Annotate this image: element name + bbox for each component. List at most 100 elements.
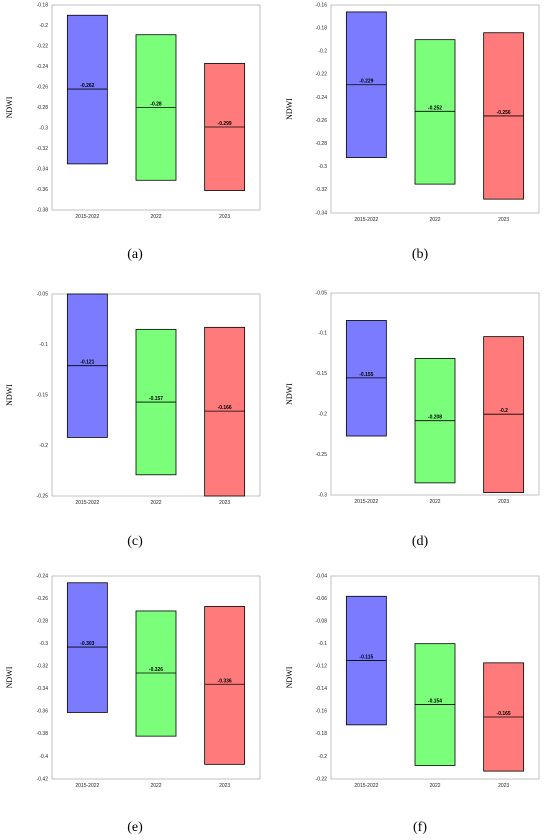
value-label-b-1: -0.229 bbox=[359, 79, 373, 85]
y-tick-label-f: -0.18 bbox=[316, 731, 328, 737]
y-tick-label-e: -0.3 bbox=[39, 641, 48, 647]
box-a-1 bbox=[66, 14, 108, 165]
caption-c: (c) bbox=[127, 534, 143, 549]
y-axis-label-e: NDWI bbox=[5, 666, 14, 688]
x-tick-label-e: 2015-2022 bbox=[75, 783, 99, 789]
chart-e: NDWI -0.24 -0.26 -0.28 -0.3 -0.32 -0.34 -0.36 -0… bbox=[5, 573, 261, 789]
caption-e: (e) bbox=[127, 820, 143, 835]
x-tick-label-d: 2022 bbox=[429, 499, 440, 505]
y-tick-label-f: -0.1 bbox=[318, 641, 327, 647]
y-tick-label-b: -0.24 bbox=[316, 95, 328, 101]
y-tick-label-f: -0.12 bbox=[316, 664, 328, 670]
plot-frame-f bbox=[330, 575, 540, 780]
y-tick-label-b: -0.3 bbox=[318, 164, 327, 170]
box-e-2 bbox=[135, 610, 177, 737]
chart-b: NDWI -0.16 -0.18 -0.2 -0.22 -0.24 -0.26 -0.28 -0… bbox=[285, 2, 540, 223]
value-label-a-2: -0.28 bbox=[150, 102, 162, 108]
y-tick-label-b: -0.2 bbox=[318, 49, 327, 55]
y-tick-label-b: -0.22 bbox=[316, 72, 328, 78]
y-tick-label-a: -0.36 bbox=[37, 187, 49, 193]
y-tick-label-e: -0.26 bbox=[37, 596, 49, 602]
y-tick-label-c: -0.1 bbox=[39, 342, 48, 348]
x-tick-label-c: 2022 bbox=[150, 500, 161, 506]
x-tick-label-e: 2023 bbox=[219, 783, 230, 789]
y-tick-label-b: -0.18 bbox=[316, 25, 328, 31]
plot-frame-b bbox=[330, 4, 540, 214]
value-label-e-2: -0.326 bbox=[149, 667, 163, 673]
y-tick-label-f: -0.16 bbox=[316, 709, 328, 715]
value-label-b-2: -0.252 bbox=[428, 105, 442, 111]
panel-a: NDWI -0.18 -0.2 -0.22 -0.24 -0.26 -0.28 -0.3 -0.… bbox=[0, 0, 275, 280]
y-tick-label-d: -0.05 bbox=[316, 290, 328, 296]
value-label-f-1: -0.115 bbox=[359, 655, 373, 661]
value-label-a-3: -0.299 bbox=[218, 121, 232, 127]
value-label-c-3: -0.166 bbox=[218, 405, 232, 411]
caption-d: (d) bbox=[411, 534, 429, 549]
y-tick-label-c: -0.15 bbox=[37, 392, 49, 398]
y-axis-label-d: NDWI bbox=[285, 383, 294, 405]
y-tick-label-e: -0.34 bbox=[37, 686, 49, 692]
y-tick-label-f: -0.2 bbox=[318, 754, 327, 760]
y-axis-label-f: NDWI bbox=[285, 666, 294, 688]
value-label-d-3: -0.2 bbox=[499, 408, 508, 414]
y-axis-label-a: NDWI bbox=[5, 96, 14, 118]
y-tick-label-c: -0.05 bbox=[37, 291, 49, 297]
y-tick-label-f: -0.08 bbox=[316, 618, 328, 624]
caption-b: (b) bbox=[411, 247, 429, 262]
value-label-e-3: -0.336 bbox=[218, 678, 232, 684]
x-tick-label-c: 2023 bbox=[219, 500, 230, 506]
y-tick-label-b: -0.32 bbox=[316, 187, 328, 193]
caption-f: (f) bbox=[413, 820, 427, 835]
y-tick-label-a: -0.28 bbox=[37, 105, 49, 111]
y-tick-label-d: -0.1 bbox=[318, 331, 327, 337]
plot-frame-a bbox=[51, 4, 261, 211]
y-tick-label-e: -0.4 bbox=[39, 754, 48, 760]
x-tick-label-d: 2023 bbox=[498, 499, 509, 505]
panel-e: NDWI -0.24 -0.26 -0.28 -0.3 -0.32 -0.34 -0.36 -0… bbox=[0, 560, 275, 840]
y-tick-label-a: -0.34 bbox=[37, 166, 49, 172]
x-tick-label-a: 2015-2022 bbox=[75, 214, 99, 220]
value-label-f-2: -0.154 bbox=[428, 699, 442, 705]
caption-a: (a) bbox=[127, 247, 143, 262]
value-label-d-2: -0.208 bbox=[428, 415, 442, 421]
y-tick-label-b: -0.16 bbox=[316, 2, 328, 8]
y-tick-label-f: -0.06 bbox=[316, 596, 328, 602]
y-tick-label-b: -0.28 bbox=[316, 141, 328, 147]
value-label-a-1: -0.262 bbox=[80, 83, 94, 89]
y-tick-label-a: -0.2 bbox=[39, 23, 48, 29]
y-tick-label-a: -0.38 bbox=[37, 207, 49, 213]
plot-frame-d bbox=[330, 292, 540, 496]
x-tick-label-a: 2022 bbox=[150, 214, 161, 220]
y-tick-label-b: -0.26 bbox=[316, 118, 328, 124]
y-tick-label-a: -0.24 bbox=[37, 64, 49, 70]
x-tick-label-b: 2015-2022 bbox=[354, 217, 378, 223]
y-tick-label-e: -0.28 bbox=[37, 618, 49, 624]
box-c-3 bbox=[204, 326, 246, 497]
x-tick-label-f: 2022 bbox=[429, 783, 440, 789]
y-tick-label-e: -0.36 bbox=[37, 709, 49, 715]
y-tick-label-b: -0.34 bbox=[316, 210, 328, 216]
y-tick-label-e: -0.42 bbox=[37, 776, 49, 782]
value-label-f-3: -0.165 bbox=[497, 711, 511, 717]
value-label-c-2: -0.157 bbox=[149, 396, 163, 402]
plot-frame-e bbox=[51, 575, 261, 780]
value-label-d-1: -0.155 bbox=[359, 372, 373, 378]
x-tick-label-d: 2015-2022 bbox=[354, 499, 378, 505]
x-tick-label-b: 2022 bbox=[429, 217, 440, 223]
x-tick-label-c: 2015-2022 bbox=[75, 500, 99, 506]
y-tick-label-a: -0.26 bbox=[37, 84, 49, 90]
plot-frame-c bbox=[51, 293, 261, 497]
y-tick-label-a: -0.32 bbox=[37, 146, 49, 152]
y-tick-label-f: -0.22 bbox=[316, 776, 328, 782]
x-tick-label-e: 2022 bbox=[150, 783, 161, 789]
box-e-3 bbox=[204, 606, 246, 765]
box-d-3 bbox=[483, 336, 525, 493]
box-b-2 bbox=[414, 39, 456, 185]
y-tick-label-d: -0.25 bbox=[316, 452, 328, 458]
y-tick-label-c: -0.25 bbox=[37, 493, 49, 499]
panel-d: NDWI -0.05 -0.1 -0.15 -0.2 -0.25 -0.3 2015-2022… bbox=[275, 280, 550, 560]
y-tick-label-d: -0.2 bbox=[318, 412, 327, 418]
y-tick-label-a: -0.22 bbox=[37, 43, 49, 49]
y-tick-label-e: -0.24 bbox=[37, 573, 49, 579]
y-tick-label-d: -0.3 bbox=[318, 492, 327, 498]
